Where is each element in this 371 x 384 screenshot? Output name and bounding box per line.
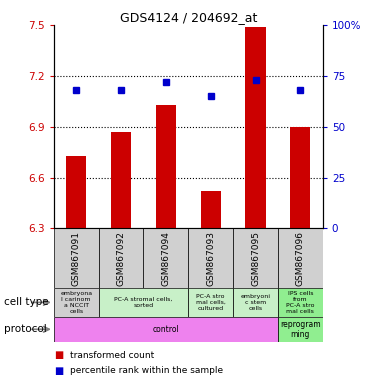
Bar (188, 288, 233, 317)
Bar (156, 105, 176, 228)
Bar (54, 317, 278, 342)
Text: ■: ■ (54, 350, 63, 360)
Text: GSM867096: GSM867096 (296, 231, 305, 286)
Text: protocol: protocol (4, 324, 46, 334)
Title: GDS4124 / 204692_at: GDS4124 / 204692_at (119, 11, 257, 24)
Bar (246, 26, 266, 228)
Text: GSM867091: GSM867091 (72, 231, 81, 286)
Bar (54, 228, 99, 288)
Bar (290, 127, 311, 228)
Bar (278, 288, 323, 317)
Bar (111, 132, 131, 228)
Text: embryoni
c stem
cells: embryoni c stem cells (240, 294, 270, 311)
Bar (66, 156, 86, 228)
Bar (99, 288, 188, 317)
Text: IPS cells
from
PC-A stro
mal cells: IPS cells from PC-A stro mal cells (286, 291, 315, 314)
Bar (144, 228, 188, 288)
Text: percentile rank within the sample: percentile rank within the sample (70, 366, 224, 375)
Text: ■: ■ (54, 366, 63, 376)
Text: PC-A stromal cells,
sorted: PC-A stromal cells, sorted (114, 297, 173, 308)
Bar (99, 228, 144, 288)
Text: GSM867092: GSM867092 (116, 231, 125, 286)
Text: PC-A stro
mal cells,
cultured: PC-A stro mal cells, cultured (196, 294, 226, 311)
Bar (54, 288, 99, 317)
Bar (233, 228, 278, 288)
Bar (188, 228, 233, 288)
Text: GSM867094: GSM867094 (161, 231, 170, 286)
Text: cell type: cell type (4, 297, 48, 308)
Text: control: control (152, 325, 179, 334)
Text: embryona
l carinom
a NCCIT
cells: embryona l carinom a NCCIT cells (60, 291, 92, 314)
Text: GSM867095: GSM867095 (251, 231, 260, 286)
Bar (233, 288, 278, 317)
Text: transformed count: transformed count (70, 351, 155, 360)
Text: GSM867093: GSM867093 (206, 231, 215, 286)
Bar (201, 191, 221, 228)
Bar (278, 228, 323, 288)
Bar (278, 317, 323, 342)
Text: reprogram
ming: reprogram ming (280, 319, 321, 339)
